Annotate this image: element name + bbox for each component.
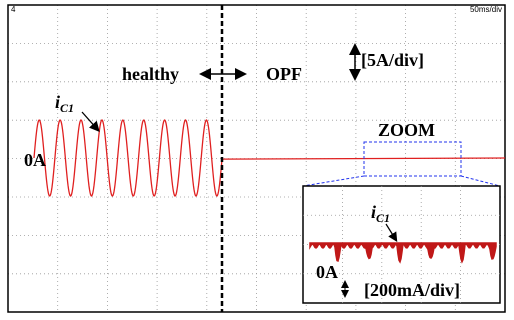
time-scale: 50ms/div	[470, 5, 502, 14]
opf-label: OPF	[266, 64, 302, 84]
current-label: iC1	[55, 92, 74, 115]
scale-label: [5A/div]	[361, 50, 424, 70]
zoom-label: ZOOM	[378, 120, 435, 140]
inset: iC1 0A [200mA/div]	[303, 186, 500, 303]
zero-label: 0A	[24, 150, 46, 170]
marker: 4	[11, 5, 16, 14]
healthy-label: healthy	[122, 64, 179, 84]
inset-scale-label: [200mA/div]	[364, 280, 460, 300]
current-arrow	[82, 112, 98, 130]
zoom-link	[303, 176, 364, 186]
inset-zero-label: 0A	[316, 262, 338, 282]
zoom-link	[461, 176, 500, 186]
scope-figure: 4 50ms/div healthy OPF [5A/div] iC1 0A Z…	[0, 0, 514, 320]
